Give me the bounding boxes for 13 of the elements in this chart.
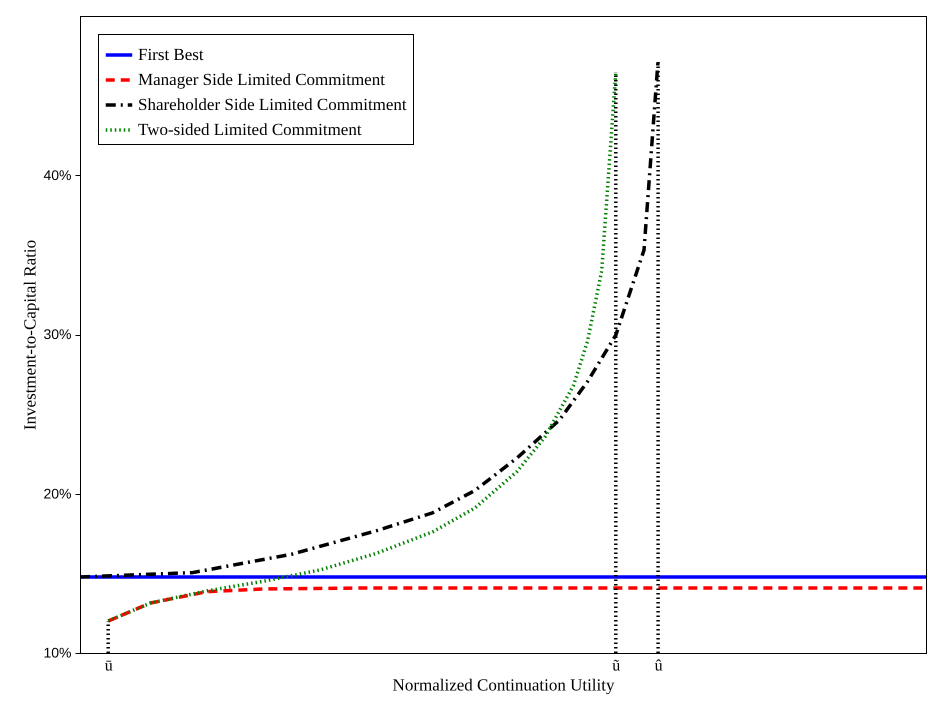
y-tick-label: 30% bbox=[43, 326, 72, 342]
legend-label: Shareholder Side Limited Commitment bbox=[138, 95, 407, 114]
x-tick-label: ū bbox=[104, 658, 113, 674]
y-tick-label: 10% bbox=[43, 644, 72, 660]
y-axis-title: Investment-to-Capital Ratio bbox=[20, 240, 40, 430]
legend-label: Manager Side Limited Commitment bbox=[138, 70, 386, 89]
x-tick-label: ũ bbox=[612, 658, 620, 674]
legend-label: First Best bbox=[138, 45, 204, 64]
y-tick-label: 40% bbox=[43, 166, 72, 183]
x-axis-title: Normalized Continuation Utility bbox=[392, 676, 615, 694]
x-tick-label: û bbox=[654, 658, 663, 674]
y-tick-label: 20% bbox=[43, 485, 72, 502]
legend-label: Two-sided Limited Commitment bbox=[138, 120, 362, 139]
